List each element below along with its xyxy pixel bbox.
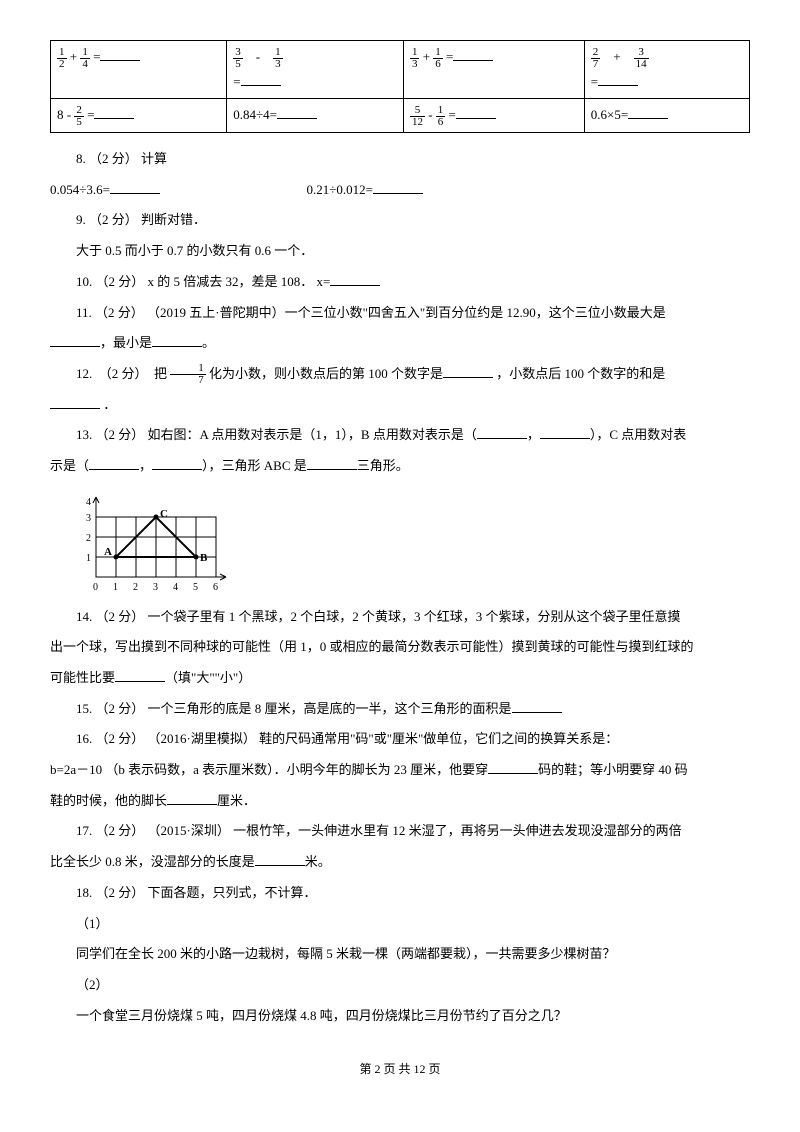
triangle-grid: A B C 0 1 2 3 4 5 6 1 2 3 4 [76, 487, 750, 597]
q16-line2: b=2a－10 （b 表示码数，a 表示厘米数）．小明今年的脚长为 23 厘米，… [50, 758, 750, 783]
svg-text:1: 1 [86, 553, 91, 564]
cell-r1c1: 12 + 14 = [51, 41, 227, 99]
q18-q2: 一个食堂三月份烧煤 5 吨，四月份烧煤 4.8 吨，四月份烧煤比三月份节约了百分… [50, 1004, 750, 1029]
q15: 15. （2 分） 一个三角形的底是 8 厘米，高是底的一半，这个三角形的面积是 [50, 697, 750, 722]
q18-sub1: （1） [50, 912, 750, 937]
q18: 18. （2 分） 下面各题，只列式，不计算． [50, 881, 750, 906]
cell-r1c4: 27 + 314 = [584, 41, 749, 99]
svg-text:C: C [160, 508, 168, 520]
q14-line2: 出一个球，写出摸到不同种球的可能性（用 1，0 或相应的最简分数表示可能性）摸到… [50, 635, 750, 660]
calc-table: 12 + 14 = 35 - 13 = 13 + 16 = 27 + 314 =… [50, 40, 750, 133]
cell-r2c2: 0.84÷4= [227, 99, 404, 133]
cell-r2c1: 8 - 25 = [51, 99, 227, 133]
q12-line2: ． [50, 393, 750, 418]
q8-label: 8. （2 分） 计算 [50, 147, 750, 172]
q14-line3: 可能性比要（填"大""小"） [50, 666, 750, 691]
svg-text:0: 0 [93, 582, 98, 593]
q13-line2: 示是（，），三角形 ABC 是三角形。 [50, 454, 750, 479]
q12: 12. （2 分） 把 17 化为小数，则小数点后的第 100 个数字是 ，小数… [50, 362, 750, 387]
svg-text:5: 5 [193, 582, 198, 593]
svg-text:1: 1 [113, 582, 118, 593]
svg-text:A: A [104, 546, 112, 558]
cell-r2c3: 512 - 16 = [403, 99, 584, 133]
q13: 13. （2 分） 如右图：A 点用数对表示是（1，1），B 点用数对表示是（，… [50, 423, 750, 448]
svg-text:4: 4 [173, 582, 178, 593]
q17: 17. （2 分） （2015·深圳） 一根竹竿，一头伸进水里有 12 米湿了，… [50, 819, 750, 844]
q9-label: 9. （2 分） 判断对错． [50, 208, 750, 233]
svg-text:4: 4 [86, 497, 91, 508]
svg-text:2: 2 [86, 533, 91, 544]
cell-r2c4: 0.6×5= [584, 99, 749, 133]
q11: 11. （2 分） （2019 五上·普陀期中）一个三位小数"四舍五入"到百分位… [50, 301, 750, 326]
q8-eqs: 0.054÷3.6= 0.21÷0.012= [50, 178, 750, 203]
svg-text:3: 3 [86, 513, 91, 524]
q18-sub2: （2） [50, 973, 750, 998]
svg-text:B: B [200, 552, 208, 564]
q14: 14. （2 分） 一个袋子里有 1 个黑球，2 个白球，2 个黄球，3 个红球… [50, 605, 750, 630]
q11-line2: ，最小是。 [50, 331, 750, 356]
q18-q1: 同学们在全长 200 米的小路一边栽树，每隔 5 米栽一棵（两端都要栽），一共需… [50, 942, 750, 967]
svg-text:2: 2 [133, 582, 138, 593]
q16-line3: 鞋的时候，他的脚长厘米． [50, 789, 750, 814]
cell-r1c3: 13 + 16 = [403, 41, 584, 99]
q9-text: 大于 0.5 而小于 0.7 的小数只有 0.6 一个． [50, 239, 750, 264]
q17-line2: 比全长少 0.8 米，没湿部分的长度是米。 [50, 850, 750, 875]
cell-r1c2: 35 - 13 = [227, 41, 404, 99]
q10: 10. （2 分） x 的 5 倍减去 32，差是 108． x= [50, 270, 750, 295]
page-footer: 第 2 页 共 12 页 [50, 1058, 750, 1081]
svg-text:6: 6 [213, 582, 218, 593]
svg-text:3: 3 [153, 582, 158, 593]
q16: 16. （2 分） （2016·湖里模拟） 鞋的尺码通常用"码"或"厘米"做单位… [50, 727, 750, 752]
